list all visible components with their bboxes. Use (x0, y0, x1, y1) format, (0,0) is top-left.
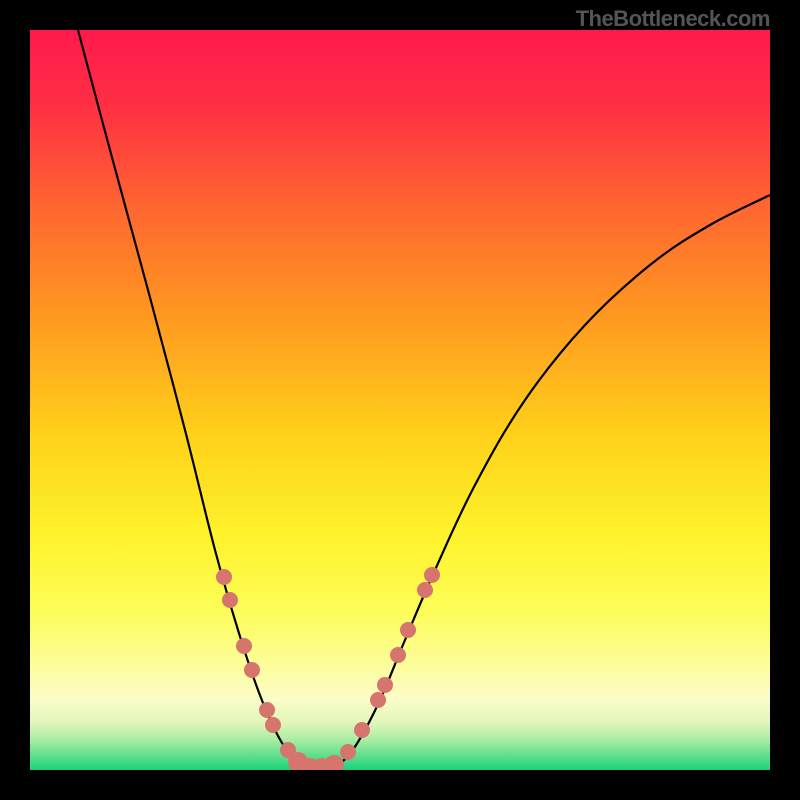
marker-dot (400, 622, 416, 638)
marker-dot (340, 744, 356, 760)
left-curve (78, 30, 310, 769)
curves-layer (30, 30, 770, 770)
right-curve (330, 195, 770, 769)
chart-canvas: TheBottleneck.com (0, 0, 800, 800)
marker-dot (390, 647, 406, 663)
marker-dot (222, 592, 238, 608)
marker-dot (354, 722, 370, 738)
marker-dot (370, 692, 386, 708)
marker-dot (417, 582, 433, 598)
plot-area (30, 30, 770, 770)
marker-group (216, 567, 440, 770)
marker-dot (259, 702, 275, 718)
marker-dot (377, 677, 393, 693)
marker-dot (236, 638, 252, 654)
watermark-text: TheBottleneck.com (576, 6, 770, 32)
marker-dot (244, 662, 260, 678)
marker-dot (265, 717, 281, 733)
marker-dot (324, 755, 344, 770)
marker-dot (424, 567, 440, 583)
marker-dot (216, 569, 232, 585)
